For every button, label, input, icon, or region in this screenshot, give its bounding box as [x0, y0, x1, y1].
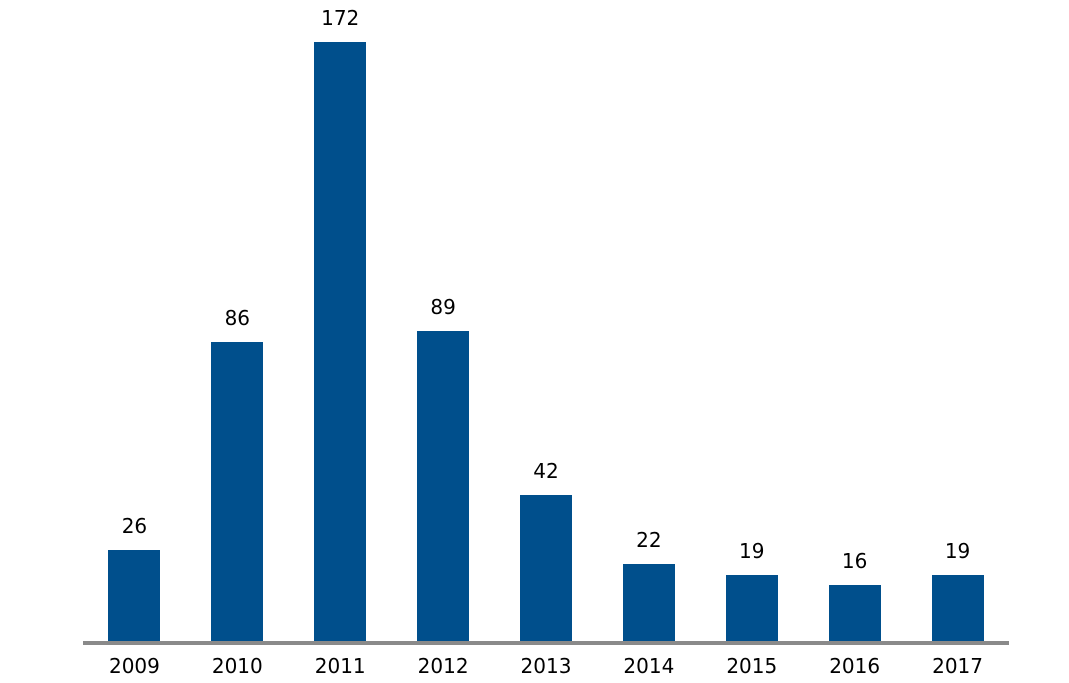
bar-column-2012: 89: [392, 0, 495, 641]
bar-2013: [519, 494, 572, 641]
bar-value-label: 26: [121, 514, 148, 539]
bar-2012: [417, 331, 470, 641]
bar-2014: [622, 564, 675, 641]
bar-value-label: 19: [739, 538, 765, 563]
bar-column-2017: 19: [906, 0, 1009, 641]
bar-value-label: 89: [430, 295, 456, 320]
bar-value-label: 22: [636, 528, 662, 553]
x-axis-tick-label: 2009: [108, 654, 160, 678]
x-axis-tick-label: 2010: [211, 654, 263, 678]
bar-2011: [314, 42, 367, 641]
x-axis-line: [83, 641, 1009, 645]
bar-2015: [725, 574, 778, 641]
bar-column-2014: 22: [597, 0, 700, 641]
bar-column-2016: 16: [803, 0, 906, 641]
x-axis-tick-label: 2017: [932, 654, 983, 678]
x-axis-tick-label: 2014: [623, 654, 675, 678]
x-axis-tick-label: 2016: [829, 654, 881, 678]
bar-value-label: 42: [533, 458, 559, 483]
x-axis-tick-label: 2011: [314, 654, 366, 678]
bar-column-2010: 86: [186, 0, 289, 641]
bar-column-2009: 26: [83, 0, 186, 641]
bar-value-label: 19: [944, 538, 971, 563]
bar-2010: [211, 341, 264, 641]
bar-value-label: 172: [321, 6, 360, 30]
bar-column-2013: 42: [495, 0, 598, 641]
bar-value-label: 86: [224, 305, 251, 330]
bar-column-2011: 172: [289, 0, 392, 641]
bar-value-label: 16: [841, 549, 868, 574]
x-axis-tick-label: 2012: [417, 654, 469, 678]
x-axis-tick-label: 2015: [726, 654, 778, 678]
bar-2017: [931, 574, 984, 641]
bar-column-2015: 19: [700, 0, 803, 641]
bar-2009: [108, 550, 161, 641]
bar-2016: [828, 585, 881, 641]
x-axis-tick-label: 2013: [520, 654, 572, 678]
